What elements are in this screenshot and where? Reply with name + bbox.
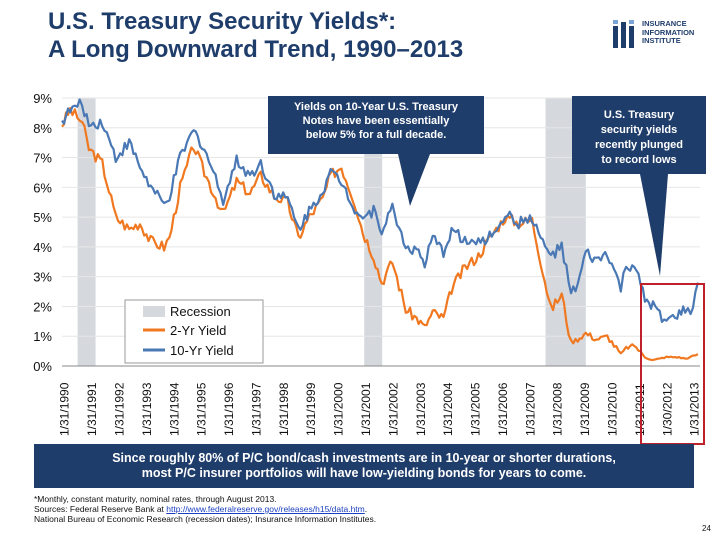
x-tick-label: 1/31/2000 bbox=[332, 382, 346, 436]
x-tick-label: 1/31/1990 bbox=[58, 382, 72, 436]
series-line-2yr bbox=[61, 106, 699, 362]
callout-left-pointer bbox=[398, 154, 430, 206]
logo-line-2: INFORMATION bbox=[642, 27, 695, 37]
callout-left-line-2: Notes have been essentially bbox=[303, 115, 451, 127]
recession-band-2 bbox=[364, 98, 383, 366]
series-lines bbox=[61, 98, 699, 362]
federal-reserve-link[interactable]: http://www.federalreserve.gov/releases/h… bbox=[166, 504, 365, 514]
logo-line-3: INSTITUTE bbox=[642, 36, 681, 45]
x-tick-label: 1/31/1991 bbox=[85, 382, 99, 436]
x-tick-label: 1/31/1995 bbox=[195, 382, 209, 436]
x-tick-label: 1/31/2003 bbox=[414, 382, 428, 436]
series-line-10yr bbox=[61, 98, 699, 323]
x-tick-label: 1/31/2007 bbox=[523, 382, 537, 436]
x-tick-label: 1/31/2008 bbox=[551, 382, 565, 436]
y-tick-label: 0% bbox=[33, 359, 52, 374]
x-tick-label: 1/31/1992 bbox=[112, 382, 126, 436]
legend-recession-swatch bbox=[143, 306, 165, 317]
x-tick-label: 1/31/2001 bbox=[359, 382, 373, 436]
x-tick-label: 1/31/1996 bbox=[222, 382, 236, 436]
x-tick-label: 1/31/2006 bbox=[496, 382, 510, 436]
footnote-line-3: National Bureau of Economic Research (re… bbox=[34, 514, 377, 524]
footnote: *Monthly, constant maturity, nominal rat… bbox=[34, 494, 376, 524]
footnote-line-2: Sources: Federal Reserve Bank at http://… bbox=[34, 504, 376, 514]
y-tick-label: 8% bbox=[33, 121, 52, 136]
legend: Recession 2-Yr Yield 10-Yr Yield bbox=[124, 299, 264, 364]
x-tick-label: 1/31/1993 bbox=[140, 382, 154, 436]
x-tick-label: 1/31/2004 bbox=[441, 382, 455, 436]
sources-prefix: Sources: Federal Reserve Bank at bbox=[34, 504, 167, 514]
callout-right-line-2: security yields bbox=[601, 124, 677, 136]
logo-mark-icon bbox=[613, 20, 634, 48]
callout-left: Yields on 10-Year U.S. Treasury Notes ha… bbox=[268, 96, 484, 206]
logo-line-1: INSURANCE bbox=[642, 19, 687, 28]
legend-recession-label: Recession bbox=[170, 304, 231, 319]
legend-10yr-label: 10-Yr Yield bbox=[170, 343, 234, 358]
banner-line-2: most P/C insurer portfolios will have lo… bbox=[141, 466, 587, 480]
x-tick-label: 1/30/2012 bbox=[660, 382, 674, 436]
y-tick-label: 9% bbox=[33, 91, 52, 106]
callout-right: U.S. Treasury security yields recently p… bbox=[572, 96, 706, 276]
y-tick-label: 2% bbox=[33, 299, 52, 314]
x-tick-label: 1/31/1994 bbox=[167, 382, 181, 436]
y-tick-label: 7% bbox=[33, 151, 52, 166]
y-tick-labels: 0% 1% 2% 3% 4% 5% 6% 7% 8% 9% bbox=[33, 91, 52, 374]
callout-right-line-1: U.S. Treasury bbox=[604, 109, 675, 121]
x-tick-label: 1/31/2013 bbox=[688, 382, 702, 436]
callout-left-box bbox=[268, 96, 484, 154]
takeaway-banner: Since roughly 80% of P/C bond/cash inves… bbox=[34, 444, 694, 488]
sources-suffix: . bbox=[364, 504, 368, 514]
x-tick-labels: 1/31/1990 1/31/1991 1/31/1992 1/31/1993 1/31… bbox=[58, 382, 702, 436]
footnote-line-1: *Monthly, constant maturity, nominal rat… bbox=[34, 494, 277, 504]
y-tick-label: 4% bbox=[33, 240, 52, 255]
callout-right-pointer bbox=[640, 174, 668, 276]
callout-left-line-1: Yields on 10-Year U.S. Treasury bbox=[294, 101, 459, 113]
y-tick-label: 1% bbox=[33, 329, 52, 344]
callout-right-line-3: recently plunged bbox=[595, 139, 683, 151]
logo-text: INSURANCE INFORMATION INSTITUTE bbox=[642, 19, 695, 46]
slide-title: U.S. Treasury Security Yields*: A Long D… bbox=[48, 8, 588, 64]
y-tick-label: 5% bbox=[33, 210, 52, 225]
x-tick-label: 1/31/2005 bbox=[469, 382, 483, 436]
x-tick-label: 1/31/1998 bbox=[277, 382, 291, 436]
title-line-2: A Long Downward Trend, 1990–2013 bbox=[48, 36, 464, 63]
x-tick-label: 1/31/2011 bbox=[633, 383, 647, 436]
page-number: 24 bbox=[702, 524, 711, 533]
legend-2yr-label: 2-Yr Yield bbox=[170, 323, 226, 338]
x-tick-label: 1/31/1997 bbox=[249, 382, 263, 436]
x-tick-label: 1/31/2010 bbox=[606, 382, 620, 436]
x-tick-label: 1/31/2002 bbox=[386, 382, 400, 436]
callout-right-line-4: to record lows bbox=[601, 154, 676, 166]
callout-right-box bbox=[572, 96, 706, 174]
y-tick-label: 3% bbox=[33, 270, 52, 285]
recession-band-1 bbox=[77, 98, 96, 366]
iii-logo: INSURANCE INFORMATION INSTITUTE bbox=[612, 18, 712, 58]
banner-line-1: Since roughly 80% of P/C bond/cash inves… bbox=[112, 451, 616, 465]
x-tick-label: 1/31/1999 bbox=[304, 382, 318, 436]
y-tick-label: 6% bbox=[33, 180, 52, 195]
x-tick-label: 1/31/2009 bbox=[578, 382, 592, 436]
title-line-1: U.S. Treasury Security Yields*: bbox=[48, 8, 397, 35]
callout-left-line-3: below 5% for a full decade. bbox=[306, 129, 447, 141]
